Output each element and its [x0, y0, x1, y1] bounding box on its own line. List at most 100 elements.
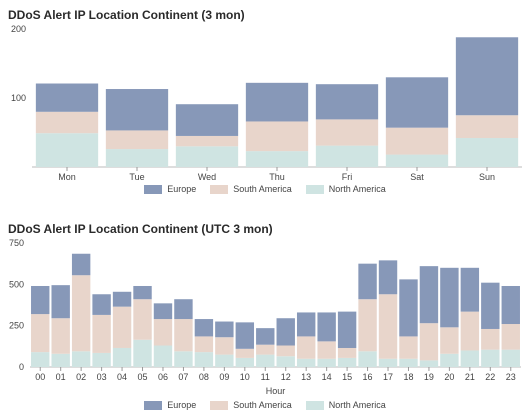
- bar-segment-north-america-02: [71, 351, 91, 367]
- bar-segment-north-america-13: [296, 358, 316, 367]
- x-tick-label: 04: [117, 372, 127, 382]
- bar-segment-south-america-05: [133, 299, 152, 340]
- x-tick-label: 06: [158, 372, 168, 382]
- x-tick-label: 13: [301, 372, 311, 382]
- x-axis-title: Hour: [266, 386, 286, 396]
- y-tick-label: 200: [11, 24, 26, 34]
- legend-label-north-america: North America: [328, 184, 386, 194]
- legend-item-south-america: South America: [210, 400, 292, 410]
- bar-segment-south-america-10: [235, 348, 255, 358]
- x-tick-label: Tue: [129, 172, 144, 182]
- x-tick-label: 23: [506, 372, 516, 382]
- legend-label-south-america: South America: [233, 400, 292, 410]
- bar-segment-europe-mon: [35, 83, 99, 112]
- bar-segment-north-america-18: [399, 358, 418, 367]
- bar-segment-north-america-23: [501, 349, 520, 367]
- bar-segment-north-america-sun: [455, 138, 519, 167]
- x-tick-label: 12: [281, 372, 291, 382]
- legend-swatch-north-america: [305, 400, 324, 410]
- legend-item-europe: Europe: [144, 184, 196, 194]
- bar-segment-north-america-01: [51, 353, 70, 367]
- bar-segment-south-america-mon: [35, 111, 99, 134]
- bar-segment-europe-16: [358, 263, 377, 300]
- x-tick-label: Wed: [198, 172, 216, 182]
- bar-segment-europe-04: [112, 291, 132, 307]
- legend-swatch-south-america: [210, 400, 229, 410]
- chart-hourly-svg: 0 250 500 750 00 01 02 03 04 05 06 07 08 09 10 11 12 13 14…: [9, 238, 521, 396]
- bar-segment-south-america-22: [481, 328, 500, 350]
- bar-segment-europe-05: [133, 285, 152, 300]
- bar-segment-europe-sun: [455, 37, 519, 116]
- bar-segment-south-america-23: [501, 324, 520, 350]
- bar-segment-europe-13: [296, 312, 316, 337]
- legend-swatch-north-america: [305, 184, 324, 194]
- legend-item-europe: Europe: [144, 400, 196, 410]
- bar-segment-europe-wed: [175, 104, 239, 136]
- bar-segment-europe-08: [194, 319, 214, 337]
- bar-segment-europe-07: [174, 299, 193, 320]
- bar-segment-south-america-12: [276, 345, 295, 357]
- legend-item-north-america: North America: [305, 184, 386, 194]
- bar-segment-south-america-15: [337, 347, 357, 358]
- x-tick-label: 16: [363, 372, 373, 382]
- x-tick-label: 14: [322, 372, 332, 382]
- x-tick-label: 02: [76, 372, 86, 382]
- bar-segment-north-america-12: [276, 356, 295, 367]
- bar-segment-europe-09: [215, 321, 234, 338]
- chart-weekday-title: DDoS Alert IP Location Continent (3 mon): [8, 8, 245, 22]
- chart-weekday-svg: 100 200 Mon Tue Wed Thu Fri Sat Sun: [11, 24, 522, 182]
- x-tick-label: 01: [56, 372, 66, 382]
- bar-segment-north-america-08: [194, 352, 214, 367]
- x-tick-label: 18: [403, 372, 413, 382]
- x-tick-label: 08: [199, 372, 209, 382]
- bar-segment-europe-12: [276, 318, 295, 346]
- bar-segment-south-america-wed: [175, 135, 239, 147]
- legend-swatch-europe: [144, 400, 163, 410]
- y-tick-label: 500: [9, 279, 24, 289]
- bar-segment-north-america-14: [317, 358, 336, 367]
- bar-segment-north-america-fri: [315, 145, 379, 167]
- bar-segment-south-america-fri: [315, 119, 379, 146]
- x-tick-label: Mon: [58, 172, 76, 182]
- bar-segment-south-america-11: [256, 344, 275, 355]
- bar-segment-europe-18: [399, 279, 418, 337]
- legend-item-north-america: North America: [305, 400, 386, 410]
- legend-item-south-america: South America: [210, 184, 292, 194]
- chart-weekday-panel: DDoS Alert IP Location Continent (3 mon)…: [8, 8, 522, 194]
- bar-segment-south-america-06: [153, 319, 173, 346]
- x-tick-label: 15: [342, 372, 352, 382]
- x-tick-label: 09: [219, 372, 229, 382]
- bar-segment-europe-02: [71, 253, 91, 276]
- bar-segment-south-america-tue: [105, 130, 169, 150]
- bar-segment-south-america-16: [358, 299, 377, 352]
- x-tick-label: 03: [97, 372, 107, 382]
- bar-segment-south-america-00: [31, 314, 50, 353]
- bar-segment-europe-tue: [105, 89, 169, 131]
- bar-segment-south-america-20: [440, 327, 459, 354]
- bar-segment-north-america-10: [235, 357, 255, 367]
- bar-segment-north-america-03: [92, 352, 111, 367]
- bar-segment-europe-14: [317, 312, 336, 342]
- x-tick-label: 20: [444, 372, 454, 382]
- x-tick-label: Sat: [410, 172, 424, 182]
- bar-segment-north-america-22: [481, 349, 500, 367]
- x-tick-label: Thu: [269, 172, 285, 182]
- bar-segment-south-america-sun: [455, 115, 519, 139]
- bar-segment-europe-fri: [315, 84, 379, 120]
- bar-segment-north-america-06: [153, 345, 173, 367]
- x-tick-label: 17: [383, 372, 393, 382]
- bar-segment-europe-11: [256, 328, 275, 345]
- bar-segment-north-america-05: [133, 339, 152, 367]
- legend-label-europe: Europe: [167, 184, 197, 194]
- bar-segment-europe-sat: [385, 77, 449, 128]
- bar-segment-south-america-21: [460, 311, 480, 351]
- y-tick-label: 0: [19, 362, 24, 372]
- bar-segment-europe-15: [337, 311, 357, 348]
- x-tick-label: 00: [35, 372, 45, 382]
- bar-segment-south-america-04: [112, 306, 132, 348]
- bar-segment-south-america-08: [194, 336, 214, 353]
- bar-segment-north-america-11: [256, 354, 275, 367]
- x-tick-label: 05: [138, 372, 148, 382]
- bar-segment-europe-03: [92, 294, 111, 315]
- bar-segment-europe-00: [31, 285, 50, 315]
